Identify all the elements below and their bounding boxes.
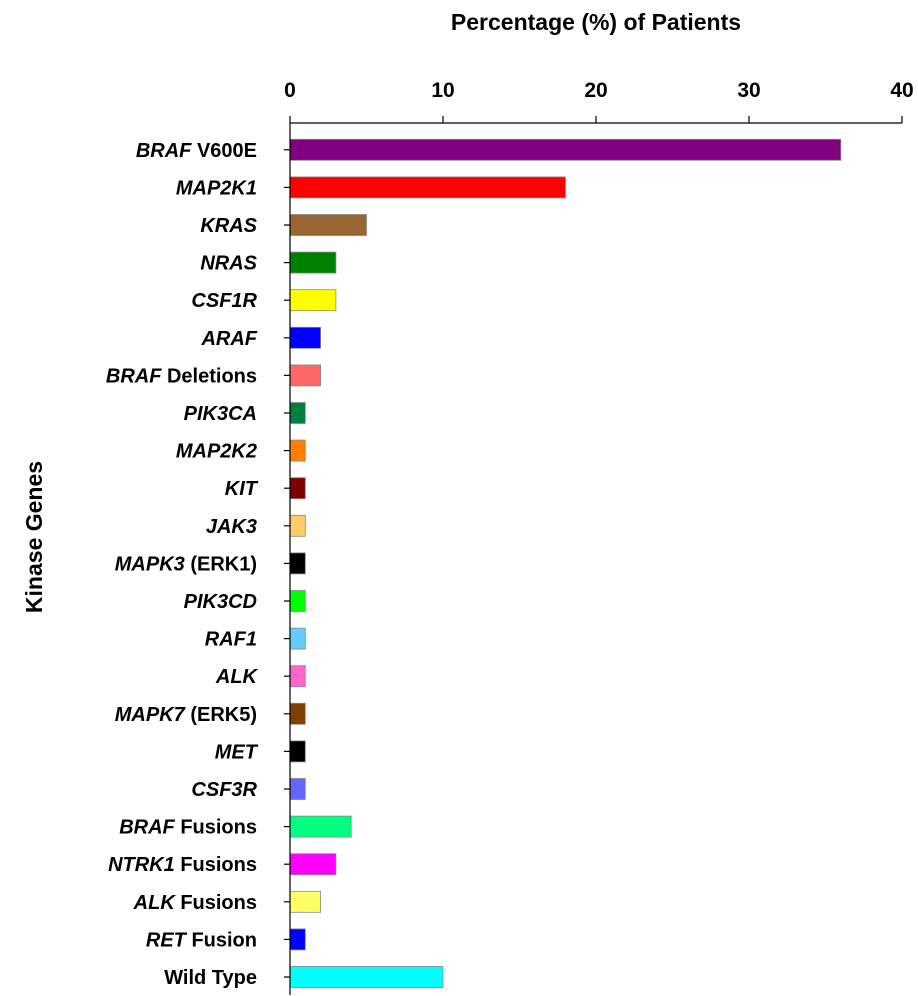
category-label: RET Fusion bbox=[146, 929, 257, 951]
y-axis-title: Kinase Genes bbox=[21, 461, 47, 613]
category-label: MAPK7 (ERK5) bbox=[115, 704, 257, 726]
bar bbox=[289, 326, 322, 349]
bar bbox=[289, 853, 337, 876]
category-label: ARAF bbox=[200, 328, 257, 350]
bar bbox=[289, 702, 306, 725]
category-label: PIK3CD bbox=[184, 591, 257, 613]
x-tick-label: 20 bbox=[584, 79, 607, 102]
bar bbox=[289, 890, 322, 913]
bar bbox=[289, 439, 306, 462]
x-tick-label: 40 bbox=[890, 79, 913, 102]
bar bbox=[289, 402, 306, 424]
bar bbox=[289, 289, 337, 312]
category-label: NTRK1 Fusions bbox=[108, 854, 257, 876]
bar bbox=[289, 477, 306, 500]
bar bbox=[289, 815, 352, 838]
category-label: CSF1R bbox=[191, 290, 257, 312]
category-label: Wild Type bbox=[164, 967, 257, 989]
x-tick-label: 30 bbox=[737, 79, 760, 102]
category-label: JAK3 bbox=[206, 516, 257, 538]
x-tick-label: 0 bbox=[284, 79, 296, 102]
bar bbox=[289, 552, 306, 575]
x-axis-ticks: 0 10 20 30 40 bbox=[284, 79, 914, 123]
category-labels: BRAF V600E MAP2K1 KRAS NRAS CSF1R ARAF BRAF De… bbox=[106, 140, 290, 989]
category-label: RAF1 bbox=[205, 629, 257, 651]
bar bbox=[289, 176, 566, 199]
x-tick-label: 10 bbox=[431, 79, 454, 102]
bar bbox=[289, 214, 367, 236]
category-label: MAP2K1 bbox=[176, 177, 257, 199]
category-label: ALK Fusions bbox=[133, 892, 257, 914]
category-label: CSF3R bbox=[191, 779, 257, 801]
category-label: MET bbox=[215, 741, 259, 763]
category-label: PIK3CA bbox=[184, 403, 257, 425]
bar bbox=[289, 740, 306, 763]
category-label: MAP2K2 bbox=[176, 441, 257, 463]
bar bbox=[289, 364, 322, 387]
category-label: KIT bbox=[225, 478, 259, 500]
category-label: NRAS bbox=[200, 253, 257, 275]
bars bbox=[289, 138, 842, 988]
bar bbox=[289, 138, 842, 161]
bar bbox=[289, 514, 306, 537]
bar bbox=[289, 627, 306, 650]
bar bbox=[289, 928, 306, 951]
x-axis-title: Percentage (%) of Patients bbox=[451, 9, 741, 35]
category-label: BRAF V600E bbox=[136, 140, 257, 162]
bar bbox=[289, 665, 306, 688]
category-label: MAPK3 (ERK1) bbox=[115, 553, 257, 575]
category-label: KRAS bbox=[200, 215, 257, 237]
bar bbox=[289, 778, 306, 800]
bar bbox=[289, 590, 306, 612]
category-label: BRAF Fusions bbox=[119, 817, 257, 839]
bar bbox=[289, 966, 444, 988]
bar bbox=[289, 251, 337, 274]
category-label: BRAF Deletions bbox=[106, 365, 257, 387]
category-label: ALK bbox=[215, 666, 259, 688]
